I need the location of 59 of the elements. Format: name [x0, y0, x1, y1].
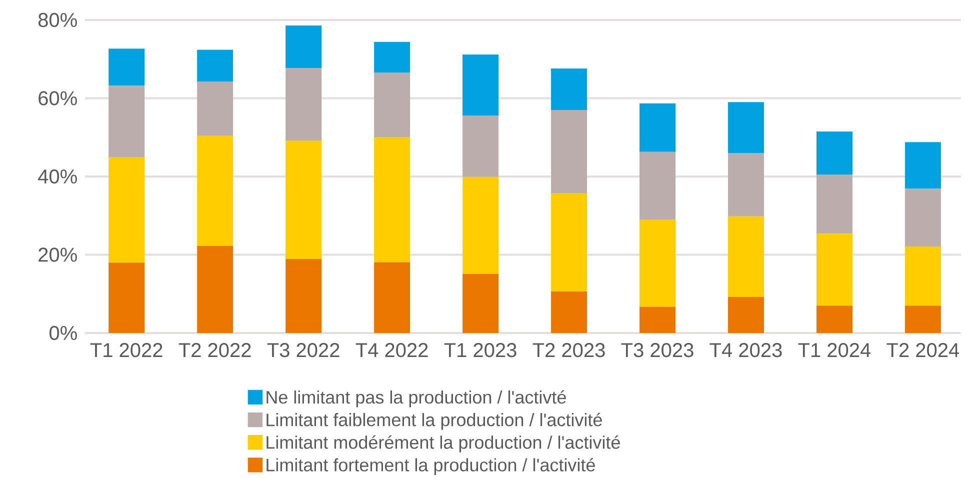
bar: [286, 259, 322, 333]
bar: [728, 102, 764, 154]
x-tick-label: T2 2024: [886, 343, 960, 358]
bar: [286, 25, 322, 68]
legend-label: Limitant fortement la production / l'activité: [266, 458, 595, 476]
bar: [551, 110, 588, 193]
bar: [462, 115, 499, 177]
bar: [640, 306, 676, 333]
bar: [374, 262, 410, 333]
bar: [374, 72, 410, 137]
x-tick-label: T1 2023: [444, 343, 516, 358]
legend-label: Ne limitant pas la production / l'activté: [266, 390, 566, 408]
bar: [462, 54, 499, 116]
bar: [108, 156, 145, 263]
x-tick-label: T3 2023: [621, 343, 694, 358]
bar: [551, 292, 588, 333]
bar: [286, 140, 322, 260]
y-tick-label: 40%: [38, 169, 77, 184]
bar: [551, 68, 588, 110]
bar: [197, 81, 234, 136]
bar: [640, 152, 676, 220]
bar: [462, 274, 499, 333]
bar: [904, 188, 941, 247]
bar: [816, 174, 852, 234]
bar: [197, 246, 234, 333]
y-tick-label: 60%: [38, 91, 77, 106]
bar: [816, 132, 852, 175]
bar: [108, 48, 145, 86]
x-tick-label: T4 2023: [710, 343, 782, 358]
bar: [197, 50, 234, 82]
x-tick-label: T1 2024: [798, 343, 871, 358]
bar: [816, 234, 852, 306]
x-tick-label: T2 2023: [532, 343, 605, 358]
bar: [197, 136, 234, 246]
bar: [728, 216, 764, 298]
bar: [816, 306, 852, 333]
bar: [904, 142, 941, 189]
bar: [374, 42, 410, 72]
x-tick-label: T2 2022: [178, 343, 251, 358]
x-tick-label: T4 2022: [356, 343, 428, 358]
bar: [904, 246, 941, 306]
x-tick-label: T3 2022: [267, 343, 340, 358]
bar: [904, 306, 941, 333]
bar: [462, 176, 499, 274]
bar: [108, 262, 145, 333]
bar: [728, 297, 764, 333]
bar: [108, 86, 145, 157]
legend-label: Limitant modérément la production / l'activité: [266, 435, 620, 452]
bar: [728, 153, 764, 216]
bar: [551, 192, 588, 292]
x-tick-label: T1 2022: [90, 343, 162, 358]
y-tick-label: 80%: [38, 12, 77, 28]
legend-label: Limitant faiblement la production / l'activité: [266, 412, 602, 430]
bar: [640, 220, 676, 307]
bar: [640, 103, 676, 152]
bar: [374, 136, 410, 262]
y-tick-label: 0%: [50, 326, 77, 340]
y-tick-label: 20%: [38, 248, 77, 262]
bar: [286, 68, 322, 141]
